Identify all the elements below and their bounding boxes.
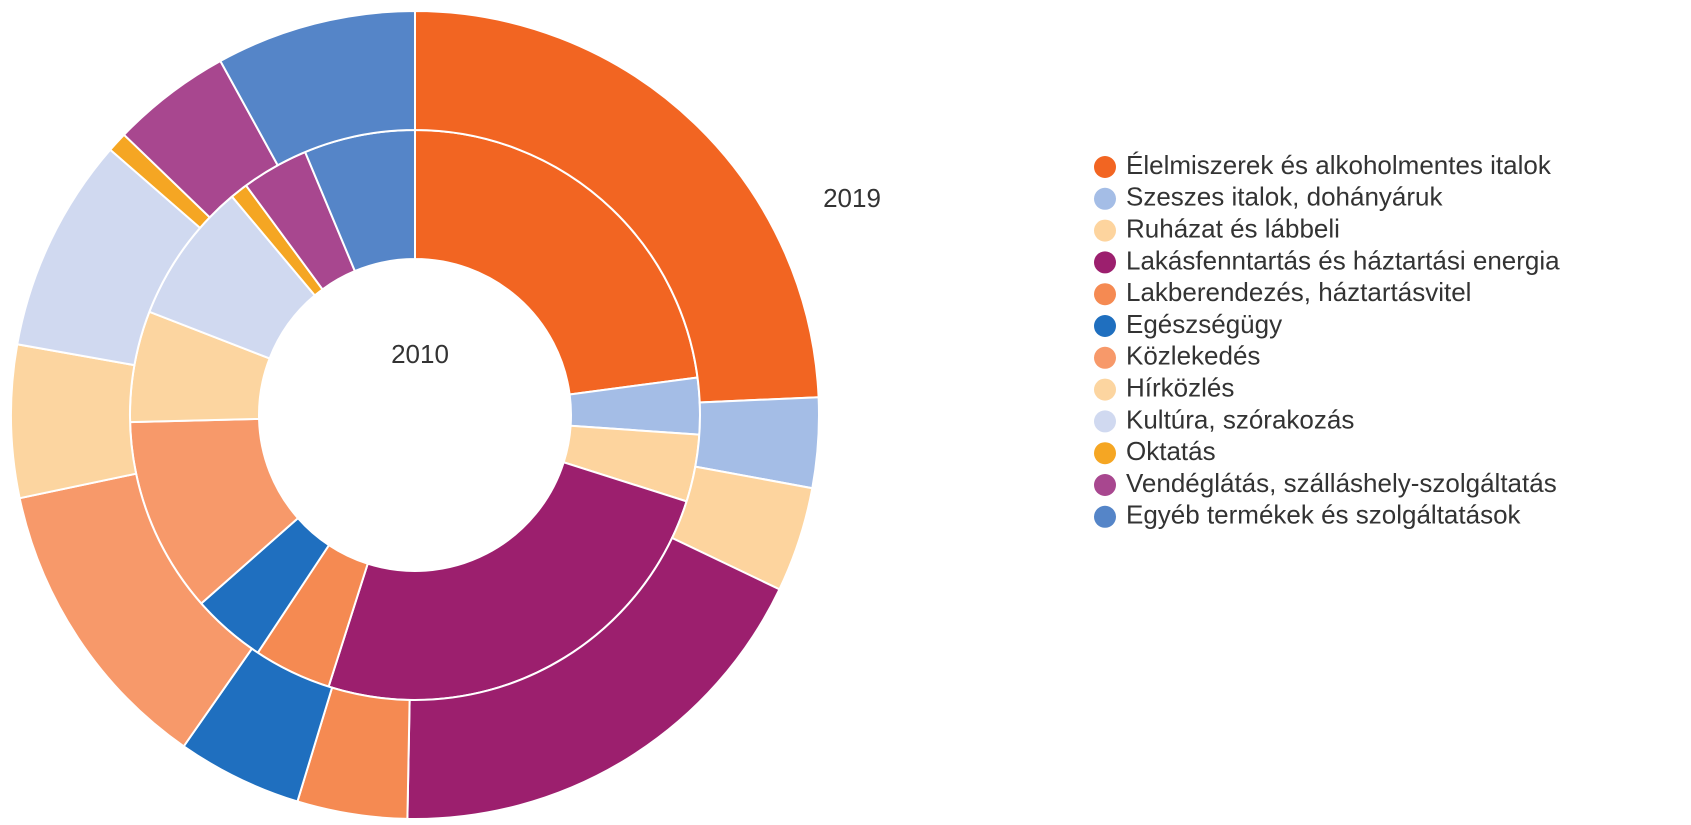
legend-label: Hírközlés	[1126, 372, 1234, 402]
legend-label: Kultúra, szórakozás	[1126, 404, 1354, 434]
legend-swatch	[1094, 346, 1116, 369]
legend-swatch	[1094, 219, 1116, 242]
legend-label: Lakberendezés, háztartásvitel	[1126, 277, 1471, 307]
legend-label: Ruházat és lábbeli	[1126, 213, 1340, 243]
legend-swatch	[1094, 378, 1116, 401]
legend-label: Egyéb termékek és szolgáltatások	[1126, 500, 1522, 530]
legend-swatch	[1094, 283, 1116, 306]
legend-label: Közlekedés	[1126, 341, 1260, 371]
legend-swatch	[1094, 442, 1116, 465]
donut-segment	[10, 343, 138, 500]
legend-swatch	[1094, 505, 1116, 528]
legend-label: Egészségügy	[1126, 309, 1282, 339]
donut-segment	[414, 9, 820, 404]
legend-label: Oktatás	[1126, 436, 1216, 466]
legend-label: Lakásfenntartás és háztartási energia	[1126, 245, 1560, 275]
donut-segment	[219, 9, 416, 167]
legend-swatch	[1094, 474, 1116, 496]
legend-swatch	[1094, 410, 1116, 433]
legend-swatch	[1094, 251, 1116, 274]
legend-label: Vendéglátás, szálláshely-szolgáltatás	[1126, 468, 1557, 498]
legend-swatch	[1094, 187, 1116, 210]
legend-swatch	[1094, 156, 1116, 178]
outer-ring-label: 2019	[823, 183, 881, 213]
legend-label: Élelmiszerek és alkoholmentes italok	[1126, 150, 1552, 180]
legend-label: Szeszes italok, dohányáruk	[1126, 182, 1444, 212]
inner-ring-label: 2010	[391, 339, 449, 369]
legend-swatch	[1094, 315, 1116, 337]
